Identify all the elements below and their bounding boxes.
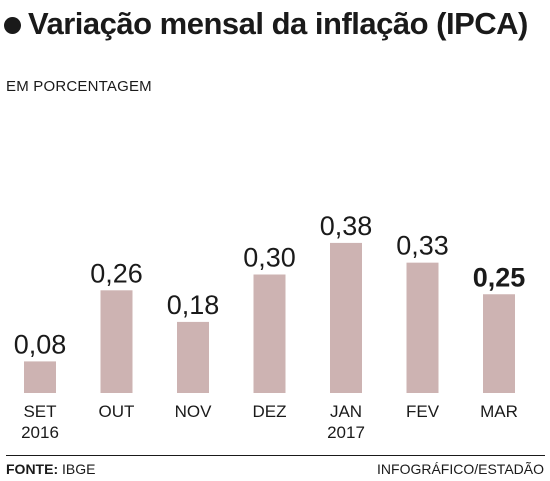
tick-label-jan: JAN — [330, 402, 362, 421]
source-note: FONTE: IBGE — [6, 461, 95, 477]
tick-label-dez: DEZ — [253, 402, 287, 421]
tick-label-year-2017: 2017 — [327, 423, 365, 442]
data-label-set: 0,08 — [14, 329, 67, 359]
bar-out — [100, 290, 133, 393]
data-label-jan: 0,38 — [320, 211, 373, 241]
bullet-icon — [4, 16, 21, 34]
tick-label-fev: FEV — [406, 402, 440, 421]
data-label-mar: 0,25 — [473, 262, 526, 292]
bar-set — [24, 361, 56, 393]
bar-dez — [253, 274, 286, 393]
tick-label-nov: NOV — [175, 402, 213, 421]
data-label-fev: 0,33 — [396, 231, 449, 261]
data-label-dez: 0,30 — [243, 243, 296, 273]
tick-label-out: OUT — [99, 402, 135, 421]
data-label-nov: 0,18 — [167, 290, 220, 320]
chart-subtitle: EM PORCENTAGEM — [6, 78, 152, 95]
bar-chart: 0,08 SET 2016 0,26 OUT 0,18 NOV 0,30 DEZ 0,38 JAN 2… — [14, 211, 526, 442]
credit-note: INFOGRÁFICO/ESTADÃO — [377, 461, 544, 477]
tick-label-set: SET — [23, 402, 56, 421]
data-label-out: 0,26 — [90, 258, 143, 288]
source-value: IBGE — [62, 461, 96, 477]
bar-jan — [330, 242, 362, 393]
source-label: FONTE: — [6, 461, 59, 477]
footer-divider — [6, 455, 545, 456]
tick-label-mar: MAR — [480, 402, 518, 421]
bar-fev — [406, 262, 439, 393]
bar-nov — [177, 321, 209, 393]
bar-mar — [483, 294, 515, 393]
tick-label-year-2016: 2016 — [21, 423, 59, 442]
chart-title: Variação mensal da inflação (IPCA) — [28, 6, 528, 41]
chart-title-row: Variação mensal da inflação (IPCA) — [4, 6, 528, 42]
